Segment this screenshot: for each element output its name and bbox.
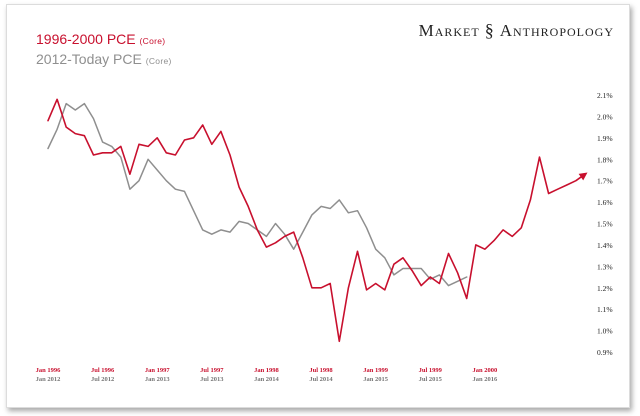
x-tick-label-bottom: Jul 2012 <box>91 376 114 383</box>
legend-gray-tag: (Core) <box>145 56 172 66</box>
brand-symbol-icon: § <box>484 20 495 40</box>
y-tick-label: 1.2% <box>597 284 613 293</box>
legend-gray: 2012-Today PCE (Core) <box>36 50 172 70</box>
y-tick-label: 2.1% <box>597 91 613 100</box>
legend-red-label: 1996-2000 PCE <box>36 31 136 47</box>
x-tick-label-top: Jan 1999 <box>363 367 388 374</box>
x-tick-label-bottom: Jan 2013 <box>145 376 170 383</box>
x-tick-label-top: Jul 1999 <box>419 367 443 374</box>
series-line-1996-2000 <box>47 98 586 343</box>
x-tick-label-top: Jul 1998 <box>309 367 333 374</box>
x-tick-label-top: Jan 1996 <box>36 367 61 374</box>
y-tick-label: 1.3% <box>597 262 613 271</box>
y-tick-label: 1.5% <box>597 220 613 229</box>
chart-legend: 1996-2000 PCE (Core) 2012-Today PCE (Cor… <box>36 30 172 70</box>
x-tick-label-top: Jan 1998 <box>254 367 279 374</box>
y-tick-label: 2.0% <box>597 112 613 121</box>
legend-red: 1996-2000 PCE (Core) <box>36 30 172 50</box>
y-tick-label: 1.1% <box>597 305 613 314</box>
x-tick-label-top: Jan 2000 <box>473 367 498 374</box>
x-tick-label-bottom: Jul 2013 <box>200 376 224 383</box>
x-tick-label-top: Jul 1997 <box>200 367 224 374</box>
x-tick-label-bottom: Jan 2014 <box>254 376 279 383</box>
x-tick-label-bottom: Jul 2015 <box>419 376 443 383</box>
y-tick-label: 1.6% <box>597 198 613 207</box>
y-tick-label: 1.7% <box>597 177 613 186</box>
y-tick-label: 0.9% <box>597 348 613 357</box>
x-tick-label-bottom: Jan 2016 <box>473 376 498 383</box>
y-tick-label: 1.8% <box>597 155 613 164</box>
brand-logo: Market § Anthropology <box>419 20 614 41</box>
x-tick-label-top: Jan 1997 <box>145 367 170 374</box>
brand-left: Market <box>418 21 480 40</box>
legend-gray-label: 2012-Today PCE <box>36 51 142 67</box>
y-tick-label: 1.0% <box>597 327 613 336</box>
x-tick-label-top: Jul 1996 <box>91 367 115 374</box>
legend-red-tag: (Core) <box>139 36 166 46</box>
series-arrowhead <box>578 172 588 181</box>
x-tick-label-bottom: Jan 2012 <box>36 376 61 383</box>
y-tick-label: 1.9% <box>597 134 613 143</box>
chart-card <box>6 4 630 408</box>
brand-right: Anthropology <box>499 21 614 40</box>
y-tick-label: 1.4% <box>597 241 613 250</box>
x-tick-label-bottom: Jan 2015 <box>363 376 388 383</box>
x-tick-label-bottom: Jul 2014 <box>309 376 333 383</box>
